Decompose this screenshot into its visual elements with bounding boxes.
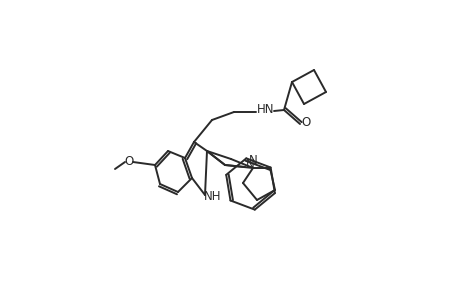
- Text: O: O: [301, 116, 310, 128]
- Text: N: N: [248, 154, 257, 166]
- Text: HN: HN: [257, 103, 274, 116]
- Text: O: O: [124, 154, 133, 167]
- Text: N: N: [245, 158, 254, 170]
- Text: NH: NH: [204, 190, 221, 203]
